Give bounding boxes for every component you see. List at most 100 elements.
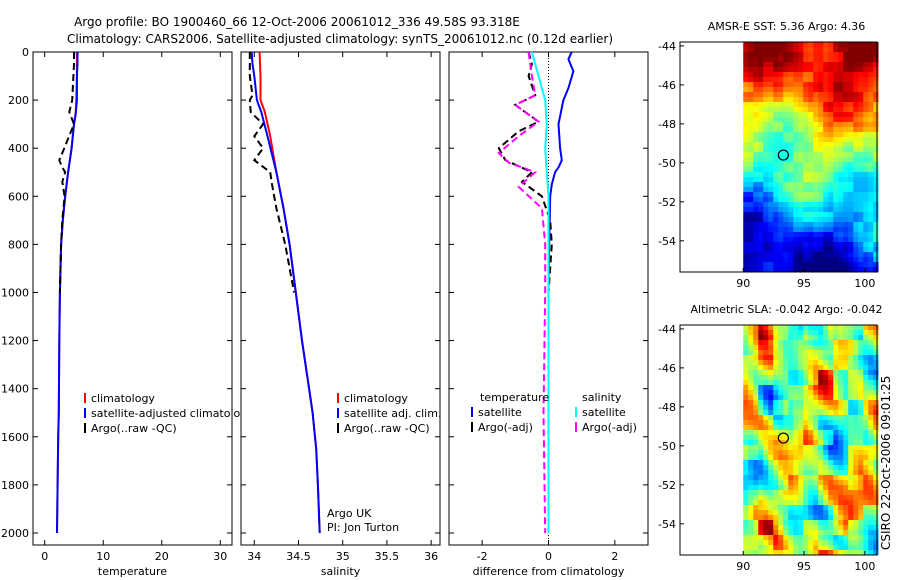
heatmap-cell (748, 355, 754, 361)
heatmap-cell (853, 520, 859, 526)
heatmap-cell (753, 415, 759, 421)
heatmap-cell (798, 390, 804, 396)
heatmap-cell (748, 395, 754, 401)
heatmap-cell (863, 92, 869, 98)
heatmap-cell (788, 227, 794, 233)
heatmap-cell (803, 535, 809, 541)
heatmap-cell (828, 192, 834, 198)
heatmap-cell (783, 525, 789, 531)
heatmap-cell (873, 167, 879, 173)
heatmap-cell (843, 360, 849, 366)
heatmap-cell (753, 102, 759, 108)
heatmap-cell (753, 212, 759, 218)
heatmap-cell (868, 525, 874, 531)
heatmap-cell (768, 365, 774, 371)
heatmap-cell (823, 330, 829, 336)
heatmap-cell (848, 137, 854, 143)
heatmap-cell (798, 525, 804, 531)
heatmap-cell (763, 440, 769, 446)
heatmap-cell (743, 525, 749, 531)
heatmap-cell (798, 345, 804, 351)
heatmap-cell (778, 187, 784, 193)
heatmap-cell (848, 490, 854, 496)
heatmap-cell (803, 450, 809, 456)
heatmap-cell (838, 52, 844, 58)
heatmap-cell (778, 500, 784, 506)
heatmap-cell (793, 57, 799, 63)
heatmap-cell (858, 400, 864, 406)
heatmap-cell (798, 440, 804, 446)
heatmap-cell (788, 535, 794, 541)
heatmap-cell (848, 197, 854, 203)
heatmap-cell (868, 530, 874, 536)
heatmap-cell (843, 112, 849, 118)
heatmap-cell (848, 162, 854, 168)
heatmap-cell (823, 192, 829, 198)
heatmap-cell (863, 152, 869, 158)
heatmap-cell (743, 400, 749, 406)
series-line (58, 52, 76, 293)
heatmap-cell (818, 267, 824, 273)
heatmap-cell (838, 360, 844, 366)
heatmap-cell (858, 232, 864, 238)
heatmap-cell (808, 202, 814, 208)
heatmap-cell (768, 122, 774, 128)
heatmap-cell (753, 515, 759, 521)
heatmap-cell (743, 425, 749, 431)
heatmap-cell (753, 545, 759, 551)
heatmap-cell (868, 415, 874, 421)
heatmap-cell (833, 345, 839, 351)
heatmap-cell (818, 525, 824, 531)
heatmap-cell (758, 535, 764, 541)
heatmap-cell (838, 147, 844, 153)
heatmap-cell (808, 167, 814, 173)
heatmap-cell (798, 122, 804, 128)
heatmap-cell (863, 340, 869, 346)
heatmap-cell (793, 335, 799, 341)
heatmap-cell (793, 345, 799, 351)
heatmap-cell (823, 187, 829, 193)
heatmap-cell (868, 207, 874, 213)
heatmap-cell (743, 82, 749, 88)
heatmap-cell (868, 360, 874, 366)
heatmap-cell (843, 430, 849, 436)
heatmap-cell (793, 475, 799, 481)
heatmap-cell (853, 47, 859, 53)
heatmap-cell (763, 540, 769, 546)
heatmap-cell (748, 187, 754, 193)
heatmap-cell (868, 162, 874, 168)
heatmap-cell (863, 345, 869, 351)
heatmap-cell (848, 62, 854, 68)
heatmap-cell (823, 435, 829, 441)
heatmap-cell (798, 365, 804, 371)
heatmap-cell (843, 152, 849, 158)
heatmap-cell (828, 480, 834, 486)
heatmap-cell (818, 202, 824, 208)
heatmap-cell (748, 182, 754, 188)
heatmap-cell (743, 232, 749, 238)
heatmap-cell (753, 252, 759, 258)
heatmap-cell (798, 62, 804, 68)
heatmap-cell (778, 42, 784, 48)
heatmap-cell (758, 395, 764, 401)
heatmap-cell (828, 445, 834, 451)
heatmap-cell (783, 325, 789, 331)
heatmap-cell (818, 330, 824, 336)
heatmap-cell (788, 47, 794, 53)
heatmap-cell (798, 137, 804, 143)
heatmap-cell (858, 515, 864, 521)
heatmap-cell (763, 445, 769, 451)
heatmap-cell (843, 52, 849, 58)
heatmap-cell (778, 67, 784, 73)
heatmap-cell (773, 92, 779, 98)
heatmap-cell (768, 227, 774, 233)
heatmap-cell (748, 112, 754, 118)
heatmap-cell (858, 395, 864, 401)
heatmap-cell (823, 395, 829, 401)
heatmap-cell (763, 450, 769, 456)
heatmap-cell (783, 67, 789, 73)
heatmap-cell (758, 380, 764, 386)
heatmap-cell (803, 415, 809, 421)
heatmap-cell (813, 162, 819, 168)
heatmap-cell (803, 132, 809, 138)
